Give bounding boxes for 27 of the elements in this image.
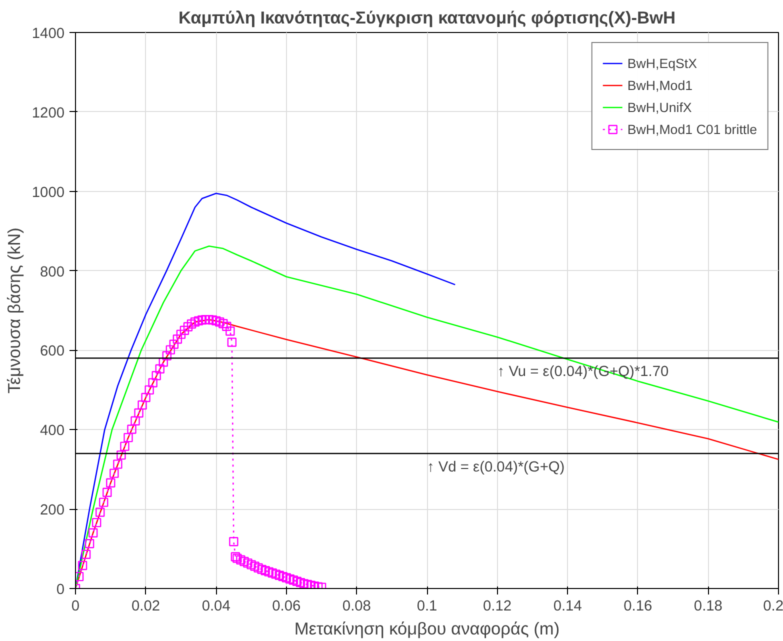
x-tick-label: 0.02 bbox=[132, 598, 160, 614]
x-tick-label: 0.12 bbox=[483, 598, 512, 614]
x-tick-label: 0.1 bbox=[416, 598, 438, 614]
y-tick-label: 200 bbox=[40, 502, 65, 519]
chart-title: Καμπύλη Ικανότητας-Σύγκριση κατανομής φόρτισης(X)-BwH bbox=[178, 8, 676, 28]
legend-label: BwH,UnifX bbox=[627, 100, 692, 114]
legend-label: BwH,Mod1 bbox=[627, 78, 693, 92]
legend-label: BwH,Mod1 C01 brittle bbox=[627, 122, 757, 136]
x-tick-label: 0.2 bbox=[763, 598, 783, 614]
y-tick-label: 400 bbox=[40, 423, 65, 440]
ref-line-label: ↑ Vd = ε(0.04)*(G+Q) bbox=[427, 459, 565, 476]
x-axis-title: Μετακίνηση κόμβου αναφοράς (m) bbox=[294, 618, 560, 638]
legend-label: BwH,EqStX bbox=[627, 56, 697, 70]
x-tick-label: 0 bbox=[71, 598, 80, 614]
x-tick-label: 0.16 bbox=[624, 598, 652, 614]
y-tick-label: 1400 bbox=[32, 26, 65, 42]
x-tick-label: 0.18 bbox=[694, 598, 722, 614]
x-tick-label: 0.08 bbox=[342, 598, 371, 614]
y-tick-label: 800 bbox=[40, 264, 65, 280]
x-tick-label: 0.06 bbox=[272, 598, 301, 614]
y-tick-label: 1000 bbox=[32, 184, 65, 201]
y-tick-label: 1200 bbox=[32, 105, 65, 122]
y-tick-label: 0 bbox=[56, 582, 65, 598]
x-tick-label: 0.04 bbox=[202, 598, 230, 614]
y-tick-label: 600 bbox=[40, 344, 65, 360]
x-tick-label: 0.14 bbox=[553, 598, 582, 614]
y-axis-title: Τέμνουσα βάσης (kN) bbox=[4, 228, 24, 394]
